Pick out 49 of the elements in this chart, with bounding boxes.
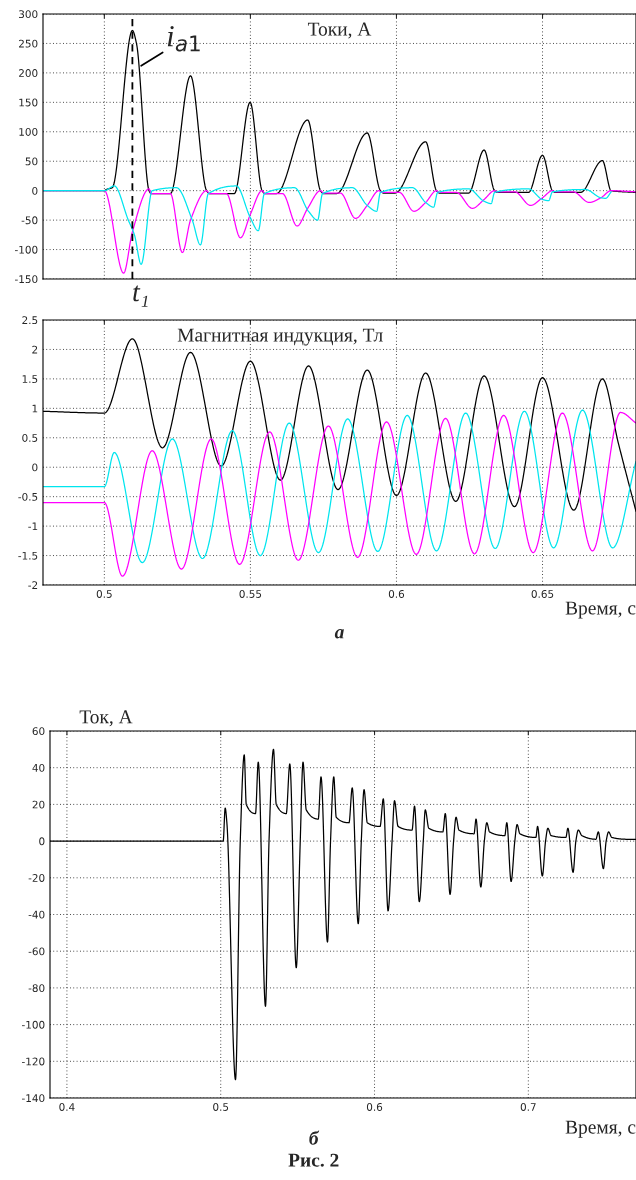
y-tick-label: 0.5: [22, 434, 38, 442]
y-tick-label: 250: [19, 39, 38, 48]
chart-title: Магнитная индукция, Тл: [177, 328, 383, 346]
x-axis-title: Время, с: [565, 601, 636, 619]
y-tick-label: -1: [28, 522, 38, 531]
y-tick-label: 150: [19, 98, 38, 107]
y-tick-label: 0: [32, 463, 38, 472]
y-tick-label: 60: [32, 727, 45, 736]
x-tick-label: 0.6: [388, 590, 405, 598]
y-tick-label: -60: [28, 947, 45, 956]
y-tick-label: 300: [19, 10, 38, 19]
y-tick-label: -50: [21, 216, 38, 225]
x-tick-label: 0.6: [366, 1103, 383, 1111]
x-tick-label: 0.5: [96, 590, 112, 598]
y-tick-label: 100: [19, 128, 38, 136]
y-tick-label: 1.5: [22, 375, 38, 383]
text: Рис. 2: [288, 1153, 339, 1167]
y-tick-label: -40: [28, 910, 45, 919]
annotation: i$_{a1}$: [167, 25, 200, 52]
y-tick-label: -2: [28, 581, 38, 589]
y-tick-label: -120: [22, 1057, 45, 1066]
y-tick-label: -20: [28, 874, 45, 882]
y-tick-label: 50: [25, 157, 38, 166]
ref-line-label: t₁: [133, 285, 148, 307]
x-tick-label: 0.4: [59, 1103, 75, 1111]
y-tick-label: -140: [22, 1094, 45, 1103]
y-tick-label: 200: [19, 69, 38, 77]
y-tick-label: 0: [32, 186, 38, 195]
x-axis-title: Время, с: [565, 1120, 636, 1138]
x-tick-label: 0.55: [239, 590, 262, 598]
y-tick-label: 2: [32, 345, 38, 354]
y-tick-label: 40: [32, 763, 45, 772]
y-tick-label: -1.5: [18, 551, 38, 560]
y-tick-label: -0.5: [18, 492, 38, 501]
y-tick-label: 0: [39, 837, 45, 846]
y-tick-label: -100: [15, 245, 38, 254]
y-tick-label: 2.5: [22, 316, 38, 325]
chart-title: Ток, А: [79, 710, 133, 727]
text: а: [334, 629, 344, 639]
y-tick-label: -80: [28, 984, 45, 993]
chart-title: Токи, А: [307, 22, 372, 39]
y-tick-label: -100: [22, 1020, 45, 1029]
x-tick-label: 0.65: [531, 590, 554, 598]
y-tick-label: -150: [15, 275, 38, 284]
text: б: [309, 1130, 320, 1145]
y-tick-label: 1: [32, 404, 38, 413]
x-tick-label: 0.5: [213, 1103, 229, 1111]
x-tick-label: 0.7: [520, 1103, 536, 1111]
y-tick-label: 20: [32, 800, 45, 809]
